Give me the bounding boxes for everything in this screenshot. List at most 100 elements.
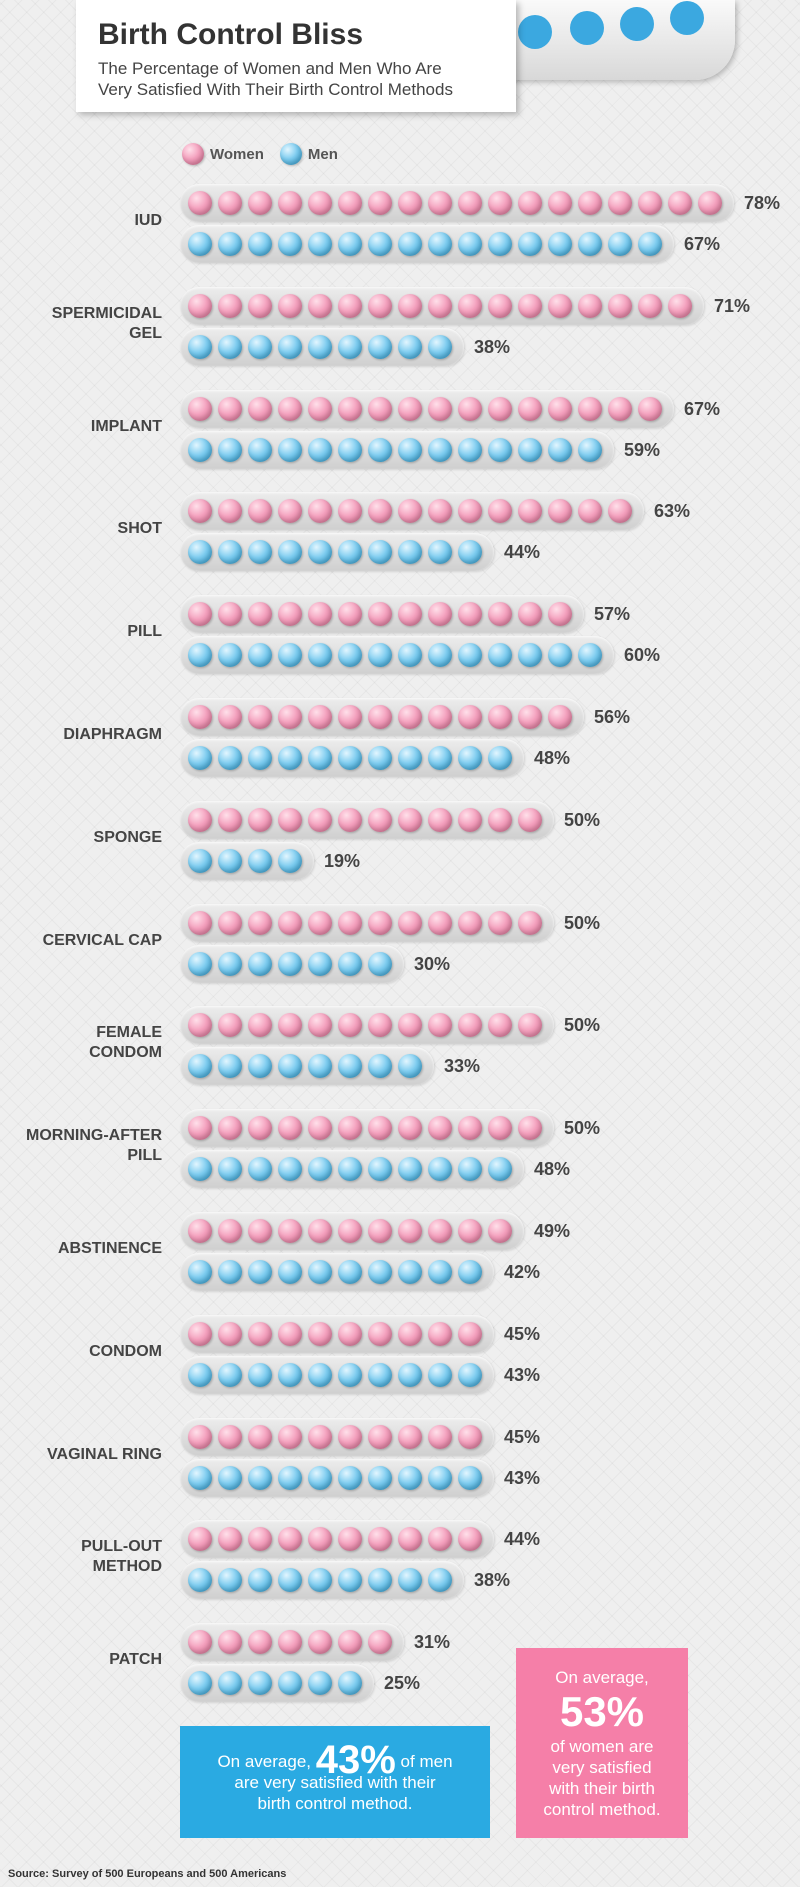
pill-mark-women [428, 1116, 452, 1141]
pill-mark-women [188, 910, 212, 935]
value-label-women-pill: 57% [594, 604, 631, 625]
women-average-line1: On average, [555, 1667, 649, 1687]
pill-mark-women [188, 1527, 212, 1552]
pill-mark-women [428, 1527, 452, 1552]
pill-mark-men [338, 746, 362, 770]
subtitle-line-2: Very Satisfied With Their Birth Control … [98, 80, 453, 99]
pill-mark-men [368, 437, 392, 462]
pill-mark-men [338, 1671, 362, 1696]
pill-mark-women [518, 910, 542, 935]
pill-mark-women [308, 910, 332, 935]
pill-mark-men [398, 1260, 422, 1284]
pill-mark-men [308, 746, 332, 770]
pill-mark-men [368, 540, 392, 565]
pill-mark-women [488, 807, 512, 832]
pill-mark-women [398, 807, 422, 832]
pill-mark-men [338, 540, 362, 565]
pill-mark-women [338, 910, 362, 935]
pill-mark-women [458, 1527, 482, 1552]
value-label-women-implant: 67% [684, 398, 721, 419]
value-label-men-condom: 43% [504, 1364, 541, 1385]
pill-mark-men [248, 1260, 272, 1284]
pill-mark-men [218, 232, 242, 256]
pill-mark-women [278, 1424, 302, 1449]
pill-mark-men [518, 437, 542, 462]
pill-mark-women [458, 396, 482, 421]
pill-mark-men [488, 232, 512, 256]
pill-mark-men [308, 1260, 332, 1284]
pill-mark-women [398, 1219, 422, 1243]
subtitle-line-1: The Percentage of Women and Men Who Are [98, 59, 442, 78]
pill-mark-women [458, 1424, 482, 1449]
pill-mark-women [488, 191, 512, 215]
value-label-men-morning-after-pill: 48% [534, 1159, 571, 1180]
women-average-line5: control method. [543, 1799, 661, 1819]
pill-mark-men [278, 1568, 302, 1593]
pill-mark-men [188, 848, 212, 873]
value-label-men-implant: 59% [624, 439, 661, 460]
pill-mark-men [218, 540, 242, 565]
value-label-women-abstinence: 49% [534, 1221, 571, 1241]
pill-mark-women [338, 1424, 362, 1449]
pill-mark-women [488, 1013, 512, 1038]
pill-mark-women [428, 602, 452, 627]
pill-mark-women [338, 1321, 362, 1346]
pill-mark-men [188, 1362, 212, 1387]
pill-mark-men [308, 643, 332, 668]
pill-mark-women [368, 1116, 392, 1141]
pill-mark-women [458, 293, 482, 318]
pill-mark-women [638, 191, 662, 215]
men-average-line1: On average, 43% of men [180, 1740, 490, 1780]
pill-mark-women [248, 807, 272, 832]
pill-mark-women [278, 293, 302, 318]
category-label-vaginal-ring: VAGINAL RING [47, 1445, 162, 1463]
women-average-line4: with their birth [549, 1778, 655, 1798]
blister-pack-decoration [505, 0, 735, 80]
pill-mark-men [278, 540, 302, 565]
pill-mark-women [278, 807, 302, 832]
value-label-men-patch: 25% [384, 1673, 421, 1694]
pill-mark-men [248, 1465, 272, 1490]
pill-mark-men [368, 334, 392, 359]
category-label-condom: CONDOM [89, 1342, 162, 1360]
value-label-women-pull-out-method: 44% [504, 1529, 541, 1550]
pill-mark-women [308, 1013, 332, 1038]
value-label-men-abstinence: 42% [504, 1262, 541, 1282]
pill-mark-women [428, 191, 452, 215]
pill-mark-women [308, 293, 332, 318]
men-average-line2: are very satisfied with their [234, 1773, 436, 1792]
pill-mark-men [578, 643, 602, 668]
title-card: Birth Control Bliss The Percentage of Wo… [76, 0, 516, 112]
pill-mark-women [428, 705, 452, 729]
pill-mark-men [188, 746, 212, 770]
pill-mark-men [488, 746, 512, 770]
pill-mark-women [218, 1013, 242, 1038]
pill-mark-men [458, 643, 482, 668]
pill-mark-men [398, 232, 422, 256]
pill-mark-women [278, 396, 302, 421]
source-note: Source: Survey of 500 Europeans and 500 … [8, 1868, 287, 1880]
pill-mark-men [218, 848, 242, 873]
pill-mark-women [278, 499, 302, 524]
pill-mark-men [308, 1054, 332, 1079]
pill-mark-women [278, 1527, 302, 1552]
pill-mark-men [278, 848, 302, 873]
pill-mark-men [338, 1157, 362, 1182]
pill-mark-women [458, 1013, 482, 1038]
pill-mark-women [218, 807, 242, 832]
pill-mark-women [278, 1630, 302, 1655]
pill-mark-women [188, 1116, 212, 1141]
pill-mark-men [248, 334, 272, 359]
pill-mark-men [398, 1568, 422, 1593]
pill-mark-women [398, 602, 422, 627]
category-label-iud: IUD [134, 212, 162, 229]
pill-mark-women [578, 499, 602, 524]
pill-mark-women [338, 191, 362, 215]
pill-mark-men [488, 643, 512, 668]
pill-mark-men [398, 746, 422, 770]
pill-mark-women [188, 1630, 212, 1655]
pill-mark-men [368, 1260, 392, 1284]
value-label-women-female-condom: 50% [564, 1015, 601, 1036]
pill-mark-men [248, 951, 272, 976]
pill-mark-men [338, 1568, 362, 1593]
